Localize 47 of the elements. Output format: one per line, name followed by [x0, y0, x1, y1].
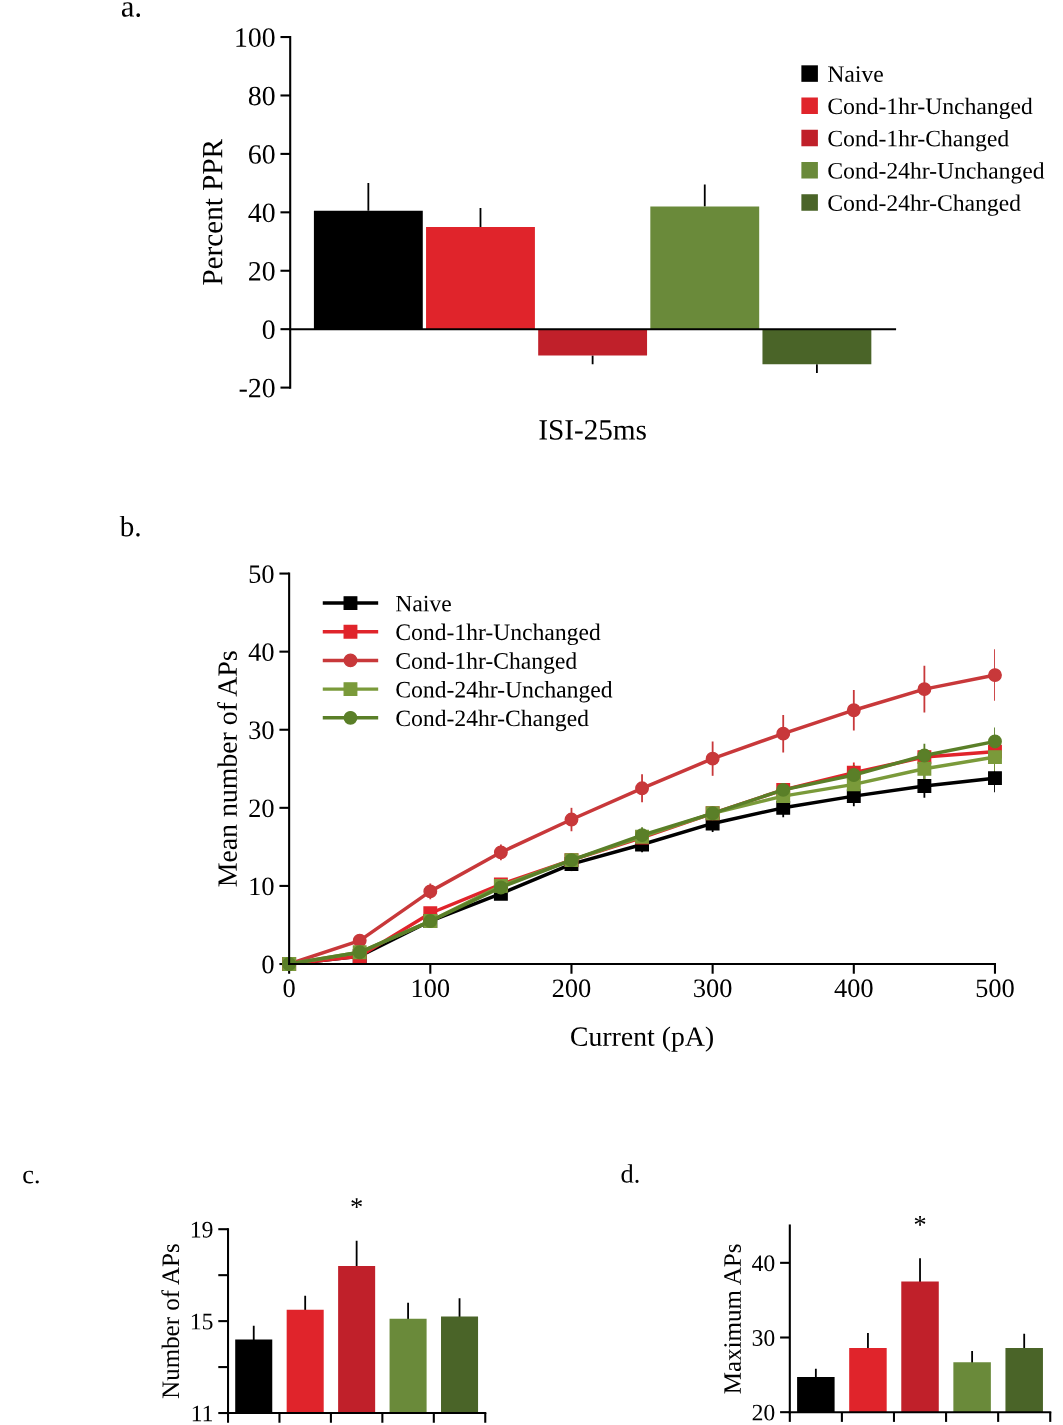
chart-title: c. [23, 1170, 39, 1184]
y-axis-title: Percent PPR [203, 139, 223, 285]
y-tick-label: 10 [250, 877, 274, 896]
x-tick-label: 300 [694, 979, 732, 998]
chart-title: a. [121, 2, 141, 17]
y-tick-label: 40 [248, 203, 275, 223]
y-tick-label: 15 [191, 1313, 213, 1330]
y-tick-label: 20 [752, 1404, 775, 1421]
legend-label: Cond-1hr-Changed [396, 652, 577, 674]
y-axis-title: Number of APs [161, 1244, 180, 1399]
legend-label: Cond-24hr-Unchanged [396, 681, 613, 703]
y-tick-label: 0 [262, 955, 274, 974]
y-tick-label: 100 [236, 28, 275, 47]
y-tick-label: 30 [249, 721, 274, 740]
y-tick-label: 60 [249, 145, 275, 164]
legend-label: Cond-24hr-Changed [828, 194, 1021, 216]
y-axis-title: Maximum APs [724, 1244, 741, 1394]
x-axis-title: Current (pA) [571, 1026, 713, 1052]
x-tick-label: 500 [976, 979, 1014, 998]
y-tick-label: 30 [752, 1330, 775, 1346]
legend-label: Cond-1hr-Changed [828, 129, 1009, 152]
y-tick-label: 0 [262, 320, 275, 340]
legend-label: Naive [396, 595, 451, 612]
y-tick-label: 11 [192, 1405, 213, 1422]
legend-label: Naive [828, 66, 883, 83]
y-tick-label: 40 [752, 1255, 775, 1272]
chart-title: d. [621, 1164, 639, 1183]
y-tick-label: 50 [249, 565, 274, 583]
x-tick-label: 200 [552, 979, 591, 998]
chart-title: b. [119, 515, 140, 537]
x-tick-label: 100 [412, 979, 450, 998]
legend-label: Cond-24hr-Changed [396, 709, 589, 732]
y-tick-label: 19 [191, 1221, 213, 1238]
x-tick-label: 0 [283, 979, 295, 998]
y-tick-label: 40 [248, 643, 274, 662]
x-tick-label: 400 [834, 979, 873, 998]
y-tick-label: -20 [239, 378, 275, 398]
y-axis-title: Mean number of APs [217, 651, 237, 887]
y-tick-label: 20 [249, 261, 275, 281]
legend-label: Cond-24hr-Unchanged [828, 162, 1045, 184]
y-tick-label: 80 [248, 86, 275, 106]
legend-label: Cond-1hr-Unchanged [396, 623, 601, 646]
legend-label: Cond-1hr-Unchanged [828, 97, 1033, 120]
text: * [351, 1198, 362, 1209]
y-tick-label: 20 [249, 799, 274, 818]
x-axis-title: ISI-25ms [539, 420, 646, 440]
annotation: * [914, 1216, 926, 1226]
